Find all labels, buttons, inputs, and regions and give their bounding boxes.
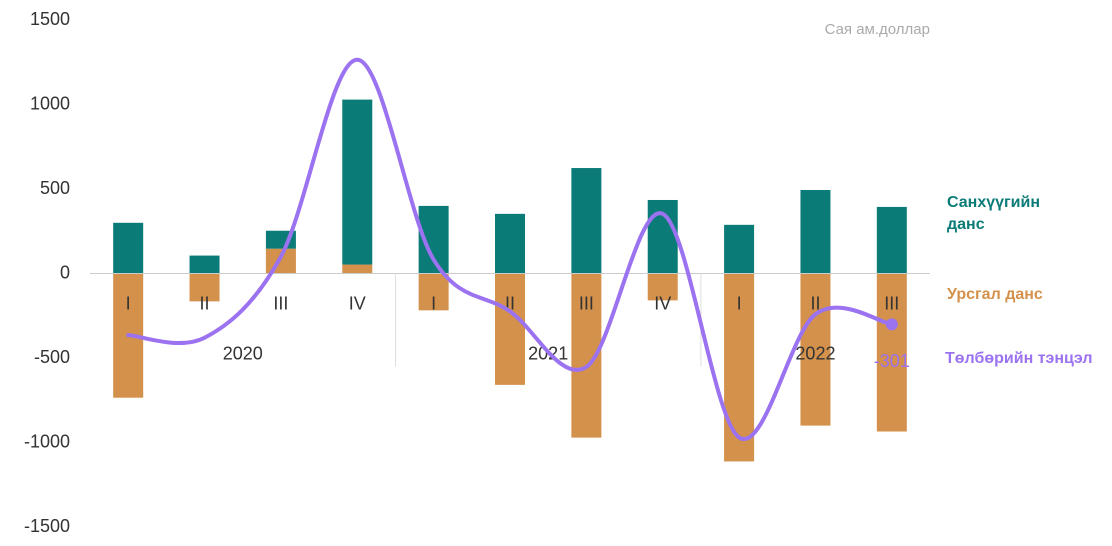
bar (876, 206, 907, 274)
y-tick-label: 1000 (30, 93, 70, 113)
y-tick-label: -500 (34, 347, 70, 367)
x-tick-label: III (273, 293, 288, 313)
x-tick-label: III (579, 293, 594, 313)
bar (418, 273, 449, 311)
y-tick-label: 1500 (30, 9, 70, 29)
x-tick-label: II (810, 293, 820, 313)
legend-label: Санхүүгийн данс (947, 194, 1041, 233)
bar (724, 273, 755, 462)
bar (189, 255, 220, 274)
x-tick-label: II (505, 293, 515, 313)
x-tick-label: IV (654, 293, 671, 313)
x-tick-label: I (126, 293, 131, 313)
legend-label: Төлбөрийн тэнцэл (945, 350, 1093, 367)
group-label: 2020 (223, 343, 263, 363)
bar (571, 168, 602, 274)
bar (647, 273, 678, 301)
y-tick-label: 500 (40, 178, 70, 198)
group-label: 2022 (795, 343, 835, 363)
data-label: -301 (874, 351, 910, 371)
x-tick-label: I (431, 293, 436, 313)
x-tick-label: II (200, 293, 210, 313)
x-tick-label: I (737, 293, 742, 313)
x-tick-label: IV (349, 293, 366, 313)
bar (800, 190, 831, 274)
legend-label: Урсгал данс (947, 286, 1043, 303)
bar (342, 99, 373, 265)
bar (342, 264, 373, 274)
legend-entry: Санхүүгийн данс (947, 194, 1041, 233)
bar (189, 273, 220, 302)
bar (495, 213, 525, 274)
bar (876, 273, 907, 432)
bar (724, 224, 755, 274)
legend-entry: Урсгал данс (947, 286, 1043, 303)
bar (800, 273, 831, 426)
line (126, 57, 894, 441)
end-point (885, 318, 898, 331)
y-tick-label: -1000 (24, 431, 70, 451)
y-tick-label: -1500 (24, 516, 70, 536)
legend-entry: Төлбөрийн тэнцэл (945, 350, 1093, 367)
x-tick-label: III (884, 293, 899, 313)
bar (647, 199, 678, 274)
y-tick-label: 0 (60, 262, 70, 282)
bar (113, 222, 144, 274)
unit-note: Сая ам.доллар (825, 21, 930, 38)
bar (495, 273, 525, 385)
